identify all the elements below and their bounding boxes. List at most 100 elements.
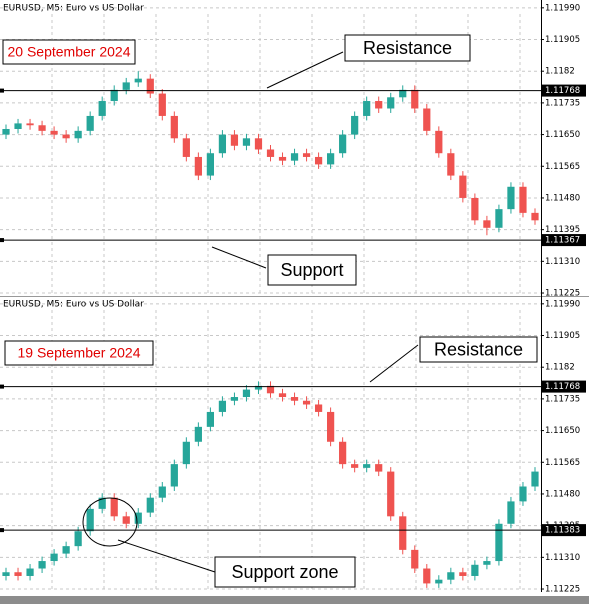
candle-body (146, 78, 154, 94)
candle-body (495, 523, 503, 562)
candle-body (507, 501, 515, 524)
support-label-box (267, 254, 357, 286)
level-tag (541, 524, 586, 537)
candle-body (423, 568, 431, 584)
candle-body (302, 153, 311, 157)
y-tick-label: 1.11990 (545, 3, 580, 13)
candle-body (206, 153, 214, 176)
candle-body (50, 130, 58, 135)
level-tag (541, 234, 586, 247)
y-tick-label: 1.11225 (545, 289, 580, 299)
candle-body (387, 97, 395, 109)
date-label: 20 September 2024 (8, 44, 131, 60)
resistance-pointer (266, 51, 344, 89)
candle-body (230, 397, 239, 401)
y-tick-label: 1.1182 (545, 363, 575, 373)
support-label: Support zone (231, 562, 338, 582)
candle-body (483, 220, 491, 228)
chart-title: EURUSD, M5: Euro vs US Dollar (3, 4, 144, 14)
level-label: 1.11768 (545, 382, 580, 392)
support-label: Support (280, 260, 343, 280)
candle-body (86, 508, 94, 532)
candle-body (459, 572, 467, 576)
candle-body (62, 546, 70, 554)
candle-body (218, 400, 227, 412)
candle-body (411, 89, 419, 109)
level-tag (541, 84, 586, 97)
candle-body (375, 101, 383, 109)
resistance-label: Resistance (363, 38, 452, 58)
y-tick-label: 1.11990 (545, 299, 580, 309)
candle-body (447, 572, 455, 580)
y-tick-label: 1.11650 (545, 426, 580, 436)
support-pointer (211, 246, 267, 269)
candle-body (339, 441, 347, 465)
level-marker (0, 528, 4, 533)
level-label: 1.11383 (545, 526, 580, 536)
candle-body (471, 564, 479, 576)
candle-body (278, 393, 287, 398)
candle-body (290, 153, 299, 161)
candle-body (435, 130, 443, 154)
y-tick-label: 1.11905 (545, 35, 580, 45)
candle-body (327, 153, 335, 165)
candle-body (98, 101, 106, 116)
candle-body (230, 134, 239, 146)
candle-body (122, 516, 130, 524)
candle-body (278, 156, 287, 161)
y-tick-label: 1.11480 (545, 193, 580, 203)
y-tick-label: 1.11905 (545, 331, 580, 341)
candle-body (38, 125, 46, 131)
candle-body (314, 156, 323, 165)
support-zone-circle (82, 497, 138, 547)
status-bar (0, 596, 589, 604)
resistance-label-box (344, 34, 471, 62)
y-tick-label: 1.11480 (545, 489, 580, 499)
candle-body (266, 385, 275, 394)
candle-body (158, 486, 166, 498)
candle-body (218, 134, 227, 154)
candle-body (339, 134, 347, 154)
candle-body (122, 82, 130, 90)
candle-body (254, 138, 263, 150)
y-tick-label: 1.11650 (545, 130, 580, 140)
candle-body (459, 175, 467, 198)
candle-body (435, 579, 443, 584)
candle-body (158, 93, 166, 116)
candle-body (206, 411, 214, 427)
y-tick-label: 1.11225 (545, 585, 580, 595)
candle-body (423, 108, 431, 131)
level-label: 1.11367 (545, 236, 580, 246)
candle-body (2, 128, 10, 135)
candle-body (26, 123, 34, 126)
candle-body (182, 138, 190, 157)
candle-body (507, 186, 515, 210)
candle-body (495, 209, 503, 228)
candle-body (387, 471, 395, 517)
level-marker (0, 384, 4, 389)
candle-body (194, 426, 202, 442)
support-pointer (117, 539, 216, 573)
resistance-label: Resistance (434, 339, 523, 359)
y-tick-label: 1.11395 (545, 225, 580, 235)
candle-body (146, 497, 154, 513)
candle-body (134, 78, 142, 83)
candle-body (531, 212, 539, 221)
candle-body (242, 138, 251, 146)
candle-body (254, 385, 263, 390)
candle-body (519, 486, 527, 502)
candle-body (375, 464, 383, 472)
candle-body (74, 531, 82, 547)
level-label: 1.11768 (545, 86, 580, 96)
y-tick-label: 1.11735 (545, 98, 580, 108)
candle-body (26, 568, 34, 576)
candle-body (302, 400, 311, 405)
y-tick-label: 1.11310 (545, 257, 580, 267)
candle-body (314, 404, 323, 412)
candle-body (62, 134, 70, 139)
candle-body (194, 156, 202, 176)
chart-title: EURUSD, M5: Euro vs US Dollar (3, 300, 144, 310)
candle-body (110, 89, 118, 102)
